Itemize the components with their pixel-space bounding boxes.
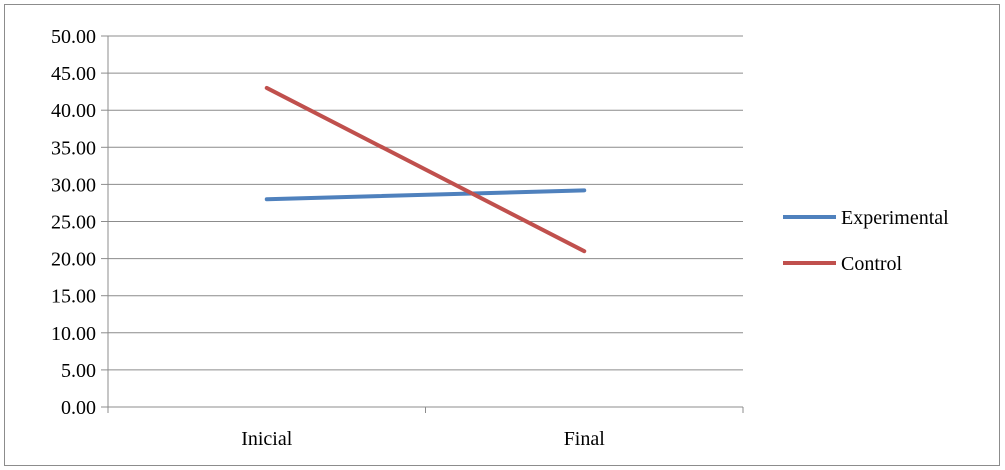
y-tick-label: 45.00 <box>51 63 96 85</box>
y-tick-label: 40.00 <box>51 100 96 122</box>
y-tick-label: 20.00 <box>51 249 96 271</box>
series-lines <box>264 85 587 254</box>
y-tick-label: 5.00 <box>61 360 96 382</box>
y-tick-label: 50.00 <box>51 26 96 48</box>
gridlines <box>108 35 743 371</box>
x-axis-tick-labels: Inicial Final <box>241 428 605 450</box>
legend-label-experimental: Experimental <box>841 207 949 229</box>
y-tick-label: 15.00 <box>51 286 96 308</box>
x-tick-label: Inicial <box>241 428 293 450</box>
series-line-control <box>264 85 587 254</box>
x-tick-label: Final <box>564 428 606 450</box>
y-tick-label: 0.00 <box>61 397 96 419</box>
axes <box>101 35 744 413</box>
legend-label-control: Control <box>841 253 903 275</box>
y-tick-label: 35.00 <box>51 137 96 159</box>
y-tick-label: 30.00 <box>51 174 96 196</box>
y-tick-label: 25.00 <box>51 212 96 234</box>
y-axis-tick-labels: 0.00 5.00 10.00 15.00 20.00 25.00 30.00 35.00 40… <box>51 26 96 419</box>
legend: Experimental Control <box>783 207 949 275</box>
series-line-experimental <box>264 188 587 202</box>
y-tick-label: 10.00 <box>51 323 96 345</box>
chart-frame <box>4 4 1000 466</box>
